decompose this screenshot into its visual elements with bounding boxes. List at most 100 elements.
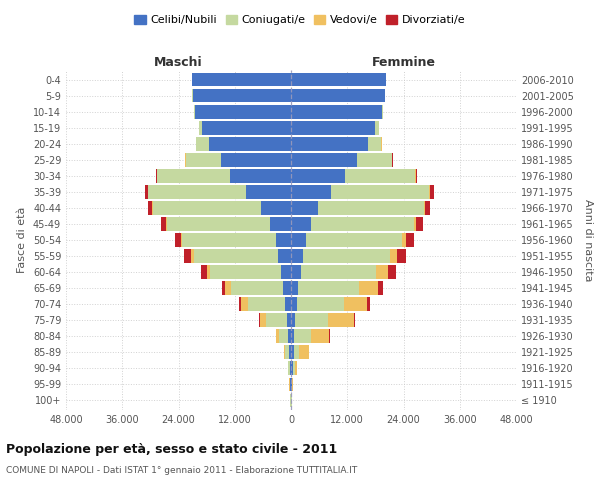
Bar: [276, 330, 279, 343]
Bar: [206, 266, 211, 279]
Bar: [260, 314, 266, 327]
Bar: [424, 201, 425, 214]
Bar: [221, 153, 291, 166]
Bar: [221, 282, 226, 295]
Bar: [291, 153, 356, 166]
Y-axis label: Anni di nascita: Anni di nascita: [583, 198, 593, 281]
Bar: [288, 330, 291, 343]
Bar: [152, 201, 153, 214]
Bar: [157, 169, 230, 182]
Bar: [291, 105, 382, 118]
Bar: [382, 105, 383, 118]
Bar: [402, 233, 406, 247]
Bar: [429, 185, 430, 198]
Bar: [397, 249, 406, 263]
Bar: [295, 314, 328, 327]
Bar: [202, 121, 291, 134]
Bar: [367, 298, 370, 311]
Bar: [191, 73, 291, 86]
Bar: [291, 266, 301, 279]
Bar: [311, 330, 329, 343]
Bar: [293, 362, 295, 375]
Text: Femmine: Femmine: [371, 56, 436, 69]
Bar: [303, 249, 390, 263]
Bar: [416, 169, 418, 182]
Bar: [291, 346, 294, 359]
Bar: [359, 282, 378, 295]
Bar: [376, 121, 379, 134]
Bar: [153, 201, 260, 214]
Bar: [175, 233, 181, 247]
Bar: [311, 217, 414, 231]
Bar: [156, 169, 157, 182]
Bar: [148, 185, 247, 198]
Bar: [390, 249, 397, 263]
Bar: [291, 282, 298, 295]
Bar: [291, 330, 294, 343]
Bar: [239, 298, 241, 311]
Bar: [161, 217, 166, 231]
Bar: [299, 346, 309, 359]
Bar: [167, 217, 270, 231]
Bar: [292, 378, 293, 391]
Bar: [291, 217, 311, 231]
Bar: [388, 266, 397, 279]
Bar: [181, 233, 182, 247]
Bar: [266, 314, 287, 327]
Bar: [259, 314, 260, 327]
Bar: [354, 314, 355, 327]
Bar: [278, 249, 291, 263]
Bar: [284, 346, 286, 359]
Bar: [226, 282, 231, 295]
Bar: [196, 137, 209, 150]
Bar: [193, 89, 291, 102]
Bar: [199, 121, 202, 134]
Bar: [270, 217, 291, 231]
Bar: [406, 233, 414, 247]
Bar: [286, 346, 289, 359]
Bar: [185, 153, 221, 166]
Bar: [291, 249, 303, 263]
Bar: [148, 201, 152, 214]
Bar: [145, 185, 148, 198]
Bar: [306, 233, 402, 247]
Bar: [211, 266, 281, 279]
Bar: [260, 201, 291, 214]
Bar: [331, 185, 429, 198]
Bar: [193, 249, 278, 263]
Bar: [291, 314, 295, 327]
Bar: [182, 233, 276, 247]
Bar: [291, 362, 293, 375]
Bar: [291, 121, 376, 134]
Bar: [195, 105, 291, 118]
Bar: [296, 298, 343, 311]
Text: Popolazione per età, sesso e stato civile - 2011: Popolazione per età, sesso e stato civil…: [6, 442, 337, 456]
Bar: [283, 282, 291, 295]
Bar: [201, 266, 206, 279]
Bar: [290, 378, 291, 391]
Bar: [343, 298, 367, 311]
Bar: [230, 169, 291, 182]
Bar: [301, 266, 376, 279]
Bar: [209, 137, 291, 150]
Bar: [279, 330, 288, 343]
Bar: [345, 169, 415, 182]
Bar: [231, 282, 283, 295]
Bar: [298, 282, 359, 295]
Bar: [287, 314, 291, 327]
Bar: [191, 249, 193, 263]
Bar: [248, 298, 286, 311]
Bar: [376, 266, 388, 279]
Bar: [288, 362, 290, 375]
Bar: [286, 298, 291, 311]
Bar: [294, 346, 299, 359]
Bar: [430, 185, 433, 198]
Bar: [329, 330, 330, 343]
Bar: [291, 378, 292, 391]
Bar: [291, 169, 345, 182]
Text: COMUNE DI NAPOLI - Dati ISTAT 1° gennaio 2011 - Elaborazione TUTTITALIA.IT: COMUNE DI NAPOLI - Dati ISTAT 1° gennaio…: [6, 466, 357, 475]
Bar: [291, 201, 318, 214]
Text: Maschi: Maschi: [154, 56, 203, 69]
Bar: [276, 233, 291, 247]
Bar: [291, 137, 368, 150]
